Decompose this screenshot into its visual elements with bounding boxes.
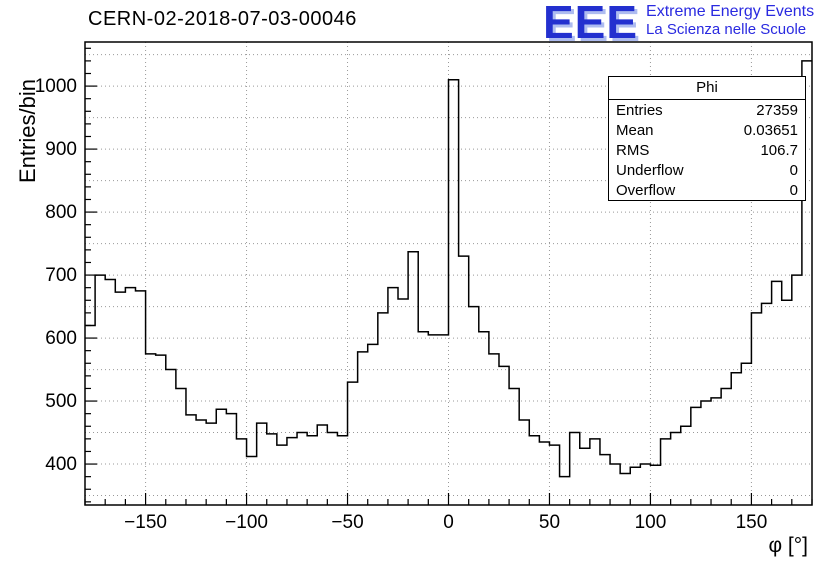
stats-label: Entries [616,101,663,119]
stats-row-overflow: Overflow 0 [609,180,805,200]
x-tick-label: 0 [443,512,454,533]
y-tick-label: 400 [45,454,77,475]
y-tick-label: 500 [45,391,77,412]
stats-label: Mean [616,121,654,139]
eee-logo-subtitles: Extreme Energy Events La Scienza nelle S… [646,2,814,39]
y-tick-label: 700 [45,265,77,286]
plot-frame [84,41,813,506]
y-tick-label: 800 [45,202,77,223]
x-axis-title: φ [°] [768,534,808,557]
x-tick-label: −50 [331,512,363,533]
stats-row-underflow: Underflow 0 [609,160,805,180]
plot-title: CERN-02-2018-07-03-00046 [88,8,357,30]
stats-row-mean: Mean 0.03651 [609,120,805,140]
stats-row-rms: RMS 106.7 [609,140,805,160]
y-tick-label: 900 [45,139,77,160]
stats-label: Overflow [616,181,676,199]
eee-logo-text: EEE [543,0,639,48]
stats-label: Underflow [616,161,684,179]
stats-box: Phi Entries 27359 Mean 0.03651 RMS 106.7… [608,76,806,201]
y-axis-title: Entries/bin [15,79,40,183]
y-tick-label: 1000 [35,76,77,97]
stats-row-entries: Entries 27359 [609,100,805,120]
x-tick-label: 150 [736,512,768,533]
y-tick-label: 600 [45,328,77,349]
stats-value: 27359 [756,101,798,119]
histogram-step-line [85,60,812,478]
logo-subtitle-1: Extreme Energy Events [646,3,815,20]
stats-value: 106.7 [760,141,798,159]
eee-logo: EEE Extreme Energy Events La Scienza nel… [543,0,814,48]
x-tick-label: −100 [225,512,268,533]
stats-value: 0 [789,161,798,179]
stats-title: Phi [609,77,805,100]
stats-label: RMS [616,141,650,159]
x-tick-label: −150 [124,512,167,533]
x-tick-label: 50 [539,512,560,533]
stats-value: 0 [789,181,798,199]
stats-value: 0.03651 [743,121,798,139]
x-tick-label: 100 [635,512,667,533]
logo-subtitle-2: La Scienza nelle Scuole [646,21,807,38]
